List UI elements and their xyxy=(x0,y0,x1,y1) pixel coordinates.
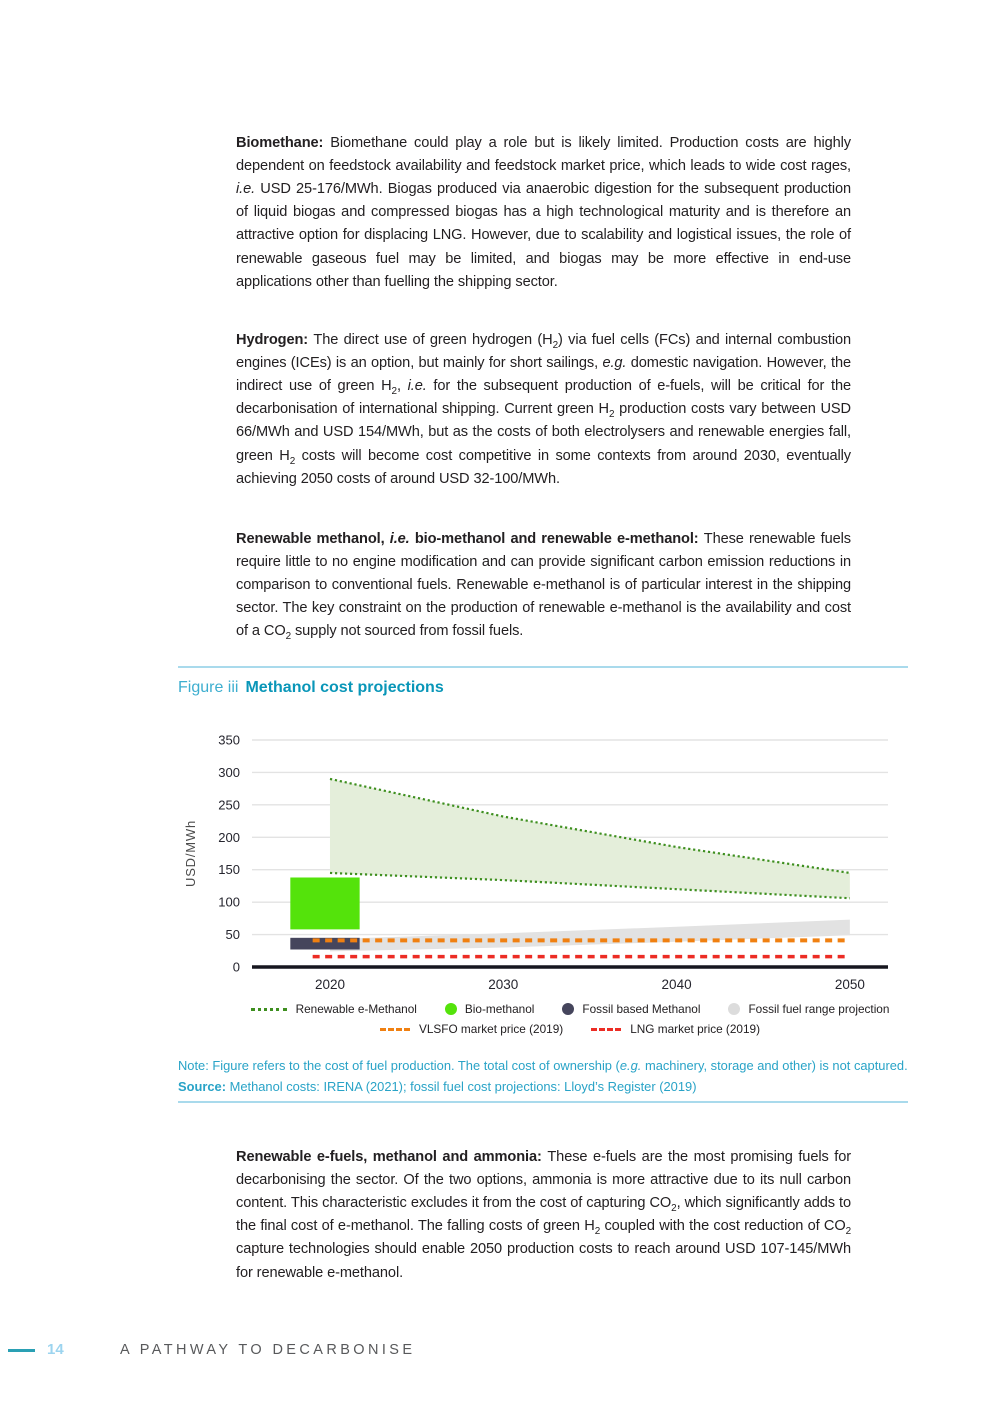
figure-note: Note: Figure refers to the cost of fuel … xyxy=(178,1058,908,1073)
legend-label: Fossil based Methanol xyxy=(582,1002,701,1016)
x-tick-label: 2040 xyxy=(662,977,692,992)
legend-marker-dotted-line xyxy=(250,1008,287,1011)
paragraph-renewable-methanol: Renewable methanol, i.e. bio-methanol an… xyxy=(236,530,851,643)
bar-Bio-methanol xyxy=(290,877,360,930)
figure-top-divider xyxy=(178,666,908,668)
y-tick-label: 100 xyxy=(218,895,240,910)
legend-item: VLSFO market price (2019) xyxy=(379,1022,564,1036)
band-Fossil fuel range projection xyxy=(329,919,850,952)
x-tick-label: 2020 xyxy=(315,977,345,992)
legend-item: Renewable e-Methanol xyxy=(250,1002,417,1016)
x-tick-label: 2050 xyxy=(835,977,865,992)
chart-legend: Renewable e-Methanol Bio-methanol Fossil b… xyxy=(178,1002,908,1042)
legend-row: Renewable e-Methanol Bio-methanol Fossil b… xyxy=(232,1002,908,1016)
y-tick-label: 50 xyxy=(226,927,240,942)
legend-row: VLSFO market price (2019) LNG market pric… xyxy=(232,1022,908,1036)
footer-dash xyxy=(8,1349,35,1352)
band-lower-edge xyxy=(329,871,850,900)
y-tick-label: 300 xyxy=(218,765,240,780)
chart-canvas: 0 50 100 150 200 250 300 350 2020 2030 2040 2050 USD… xyxy=(183,733,888,992)
legend-item: LNG market price (2019) xyxy=(591,1022,760,1036)
paragraph-efuels: Renewable e-fuels, methanol and ammonia:… xyxy=(236,1148,852,1281)
figure-source: Source: Methanol costs: IRENA (2021); fo… xyxy=(178,1079,697,1094)
y-tick-label: 0 xyxy=(233,960,240,975)
figure-heading: Figure iii Methanol cost projections xyxy=(178,679,444,697)
band-Renewable e-Methanol xyxy=(329,778,850,899)
y-axis-title: USD/MWh xyxy=(183,820,198,887)
y-tick-label: 350 xyxy=(218,733,240,748)
legend-label: LNG market price (2019) xyxy=(630,1022,761,1036)
bar-Fossil based Methanol xyxy=(290,937,360,950)
footer-report-title: A PATHWAY TO DECARBONISE xyxy=(120,1342,416,1358)
legend-label: Fossil fuel range projection xyxy=(748,1002,890,1016)
band-upper-edge xyxy=(329,777,851,875)
legend-item: Fossil fuel range projection xyxy=(728,1002,889,1016)
legend-marker-circle xyxy=(444,1003,457,1015)
methanol-cost-chart: 0 50 100 150 200 250 300 350 2020 2030 2040 2050 USD… xyxy=(178,728,908,1000)
y-tick-label: 250 xyxy=(218,797,240,812)
legend-item: Fossil based Methanol xyxy=(562,1002,700,1016)
y-tick-label: 200 xyxy=(218,830,240,845)
footer-page-number: 14 xyxy=(47,1341,64,1358)
paragraph-biomethane: Biomethane: Biomethane could play a role… xyxy=(236,134,851,290)
legend-item: Bio-methanol xyxy=(444,1002,535,1016)
y-tick-label: 150 xyxy=(218,862,240,877)
legend-marker-circle xyxy=(562,1003,575,1015)
legend-marker-circle xyxy=(728,1003,741,1015)
legend-marker-dashed-line xyxy=(591,1028,622,1031)
figure-bottom-divider xyxy=(178,1101,908,1103)
legend-label: VLSFO market price (2019) xyxy=(418,1022,564,1036)
figure-label: Figure iii xyxy=(178,679,239,696)
legend-label: Renewable e-Methanol xyxy=(295,1002,417,1016)
legend-label: Bio-methanol xyxy=(464,1002,535,1016)
paragraph-hydrogen: Hydrogen: The direct use of green hydrog… xyxy=(236,331,852,487)
figure-title: Methanol cost projections xyxy=(245,679,444,696)
legend-marker-dashed-line xyxy=(379,1028,410,1031)
x-tick-label: 2030 xyxy=(488,977,518,992)
